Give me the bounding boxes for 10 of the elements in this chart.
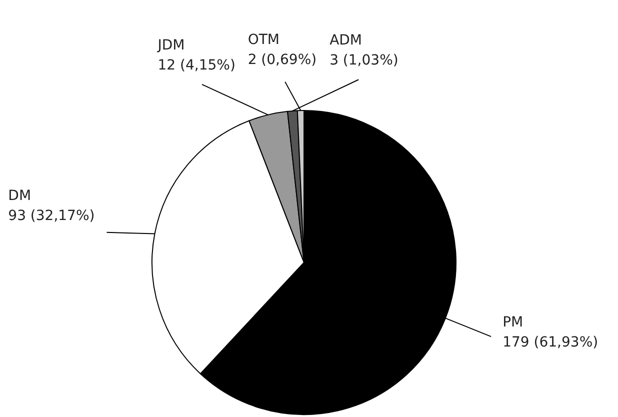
data-label: 179 (61,93%) <box>502 334 598 350</box>
data-label: 12 (4,15%) <box>158 58 236 74</box>
slice-label: DM <box>8 188 32 204</box>
data-label: 93 (32,17%) <box>8 208 95 224</box>
slice-label: ADM <box>330 32 362 49</box>
slice-label: PM <box>502 314 524 330</box>
data-label: 3 (1,03%) <box>330 52 398 69</box>
slice-label: JDM <box>156 38 185 54</box>
data-label: 2 (0,69%) <box>248 52 317 68</box>
slice-label: OTM <box>248 32 280 48</box>
